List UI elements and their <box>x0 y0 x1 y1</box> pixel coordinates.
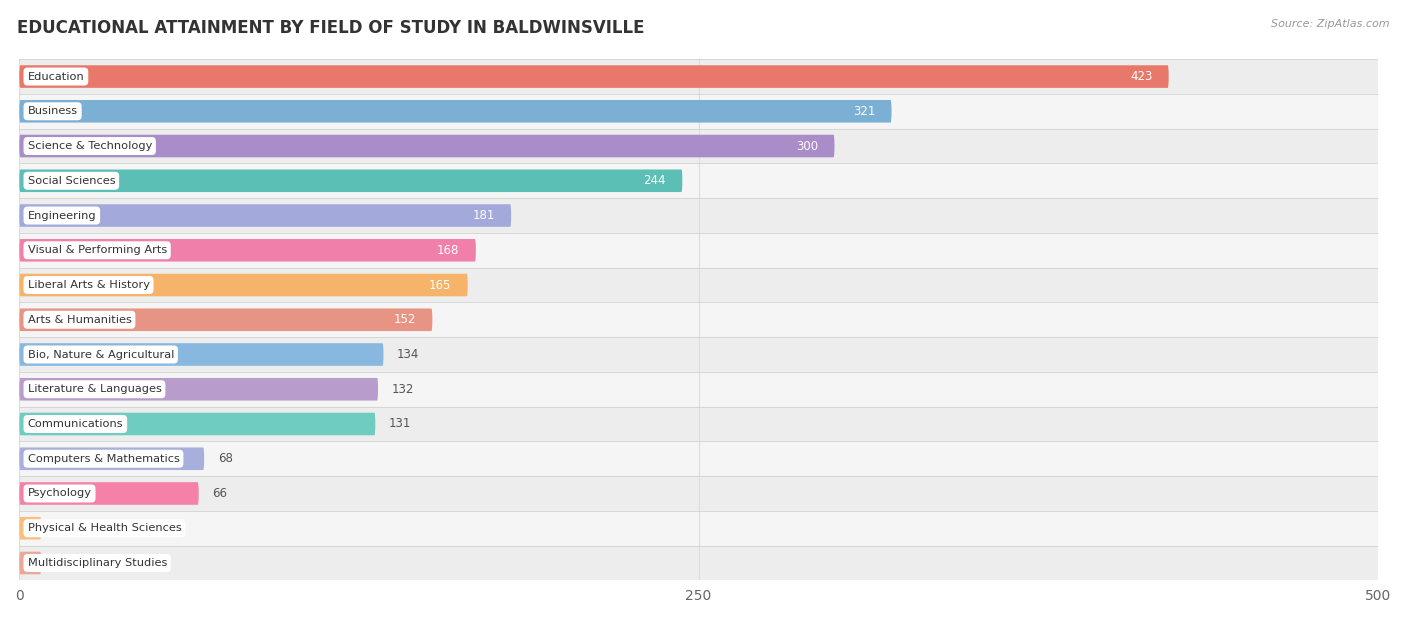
FancyBboxPatch shape <box>20 163 1378 198</box>
FancyBboxPatch shape <box>20 511 1378 546</box>
FancyBboxPatch shape <box>20 129 1378 163</box>
FancyBboxPatch shape <box>20 170 682 192</box>
FancyBboxPatch shape <box>20 302 1378 337</box>
Text: Multidisciplinary Studies: Multidisciplinary Studies <box>28 558 167 568</box>
Circle shape <box>14 205 15 227</box>
Circle shape <box>14 344 15 365</box>
Text: 181: 181 <box>472 209 495 222</box>
Text: 152: 152 <box>394 313 416 326</box>
FancyBboxPatch shape <box>20 100 891 122</box>
FancyBboxPatch shape <box>20 233 1378 268</box>
Text: Science & Technology: Science & Technology <box>28 141 152 151</box>
Circle shape <box>14 274 15 296</box>
FancyBboxPatch shape <box>20 343 384 366</box>
Circle shape <box>14 379 15 400</box>
FancyBboxPatch shape <box>20 239 475 262</box>
Text: Education: Education <box>28 71 84 81</box>
Text: 165: 165 <box>429 278 451 292</box>
Circle shape <box>14 413 15 435</box>
FancyBboxPatch shape <box>20 378 378 401</box>
FancyBboxPatch shape <box>20 274 468 297</box>
Text: Arts & Humanities: Arts & Humanities <box>28 315 131 325</box>
FancyBboxPatch shape <box>20 447 204 470</box>
FancyBboxPatch shape <box>20 441 1378 476</box>
FancyBboxPatch shape <box>20 65 1168 88</box>
Text: 66: 66 <box>212 487 228 500</box>
Circle shape <box>14 448 15 469</box>
Text: Communications: Communications <box>28 419 124 429</box>
Text: 423: 423 <box>1130 70 1153 83</box>
Circle shape <box>14 66 15 87</box>
Text: Social Sciences: Social Sciences <box>28 176 115 186</box>
FancyBboxPatch shape <box>20 482 198 505</box>
FancyBboxPatch shape <box>20 476 1378 511</box>
FancyBboxPatch shape <box>20 413 375 435</box>
Text: 244: 244 <box>644 174 666 187</box>
FancyBboxPatch shape <box>20 372 1378 406</box>
FancyBboxPatch shape <box>20 268 1378 302</box>
FancyBboxPatch shape <box>20 198 1378 233</box>
Text: 300: 300 <box>796 139 818 153</box>
Text: 134: 134 <box>396 348 419 361</box>
FancyBboxPatch shape <box>20 406 1378 441</box>
FancyBboxPatch shape <box>20 309 433 331</box>
Circle shape <box>14 240 15 261</box>
Text: Computers & Mathematics: Computers & Mathematics <box>28 454 180 464</box>
Circle shape <box>14 517 15 539</box>
FancyBboxPatch shape <box>20 546 1378 581</box>
Circle shape <box>14 135 15 156</box>
Text: 0: 0 <box>55 557 62 570</box>
Text: Literature & Languages: Literature & Languages <box>28 384 162 394</box>
FancyBboxPatch shape <box>20 517 41 540</box>
Text: 0: 0 <box>55 522 62 534</box>
Text: 68: 68 <box>218 452 232 465</box>
Circle shape <box>14 552 15 574</box>
Circle shape <box>14 100 15 122</box>
Circle shape <box>14 309 15 331</box>
FancyBboxPatch shape <box>20 337 1378 372</box>
Text: Source: ZipAtlas.com: Source: ZipAtlas.com <box>1271 19 1389 29</box>
FancyBboxPatch shape <box>20 204 512 227</box>
Text: 168: 168 <box>437 244 460 257</box>
Circle shape <box>14 483 15 504</box>
Text: Liberal Arts & History: Liberal Arts & History <box>28 280 149 290</box>
Text: Engineering: Engineering <box>28 211 96 220</box>
Text: 132: 132 <box>392 383 413 396</box>
Text: Bio, Nature & Agricultural: Bio, Nature & Agricultural <box>28 350 174 360</box>
Text: Business: Business <box>28 106 77 116</box>
Circle shape <box>14 170 15 191</box>
Text: EDUCATIONAL ATTAINMENT BY FIELD OF STUDY IN BALDWINSVILLE: EDUCATIONAL ATTAINMENT BY FIELD OF STUDY… <box>17 19 644 37</box>
FancyBboxPatch shape <box>20 59 1378 94</box>
FancyBboxPatch shape <box>20 94 1378 129</box>
Text: Psychology: Psychology <box>28 488 91 498</box>
Text: Physical & Health Sciences: Physical & Health Sciences <box>28 523 181 533</box>
FancyBboxPatch shape <box>20 135 835 157</box>
Text: 131: 131 <box>389 418 412 430</box>
FancyBboxPatch shape <box>20 551 41 574</box>
Text: Visual & Performing Arts: Visual & Performing Arts <box>28 245 167 256</box>
Text: 321: 321 <box>853 105 875 118</box>
